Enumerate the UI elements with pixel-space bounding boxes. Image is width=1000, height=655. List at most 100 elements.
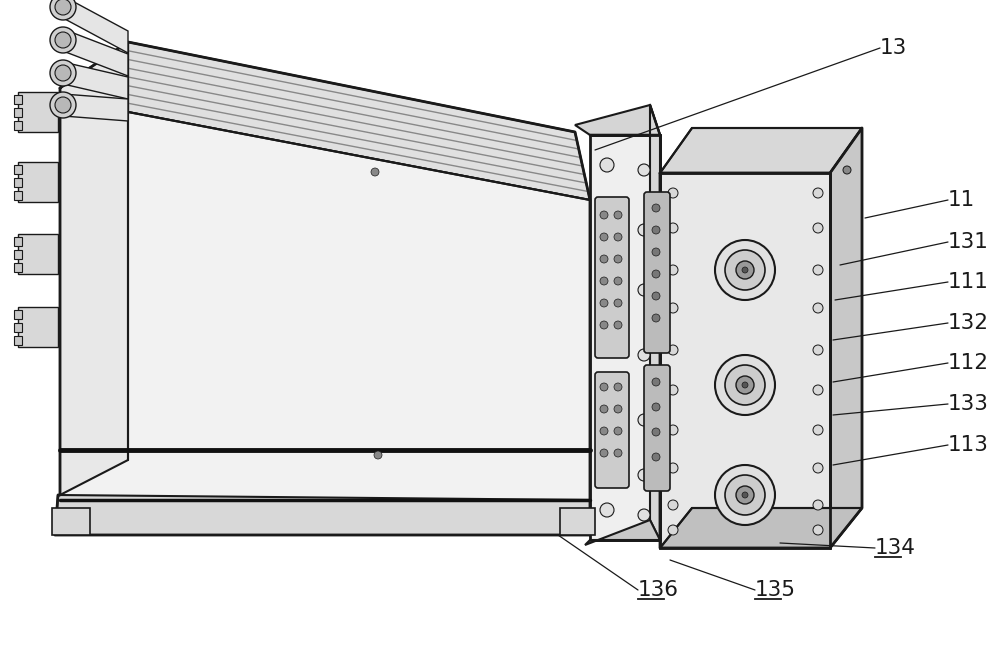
- Text: 11: 11: [948, 190, 975, 210]
- Polygon shape: [63, 29, 128, 76]
- Polygon shape: [590, 135, 660, 540]
- Circle shape: [668, 463, 678, 473]
- Polygon shape: [14, 165, 22, 174]
- Polygon shape: [14, 108, 22, 117]
- Circle shape: [600, 158, 614, 172]
- Circle shape: [600, 405, 608, 413]
- Polygon shape: [63, 94, 128, 121]
- Circle shape: [55, 0, 71, 15]
- Polygon shape: [18, 307, 58, 347]
- Polygon shape: [14, 263, 22, 272]
- Circle shape: [600, 278, 614, 292]
- Polygon shape: [650, 105, 660, 540]
- FancyBboxPatch shape: [595, 372, 629, 488]
- Text: 13: 13: [880, 38, 907, 58]
- Circle shape: [715, 465, 775, 525]
- Polygon shape: [18, 92, 58, 132]
- Circle shape: [614, 321, 622, 329]
- Circle shape: [813, 385, 823, 395]
- Circle shape: [614, 427, 622, 435]
- Polygon shape: [575, 105, 660, 135]
- Circle shape: [652, 226, 660, 234]
- FancyBboxPatch shape: [595, 197, 629, 358]
- Circle shape: [55, 65, 71, 81]
- Polygon shape: [60, 112, 590, 500]
- Circle shape: [600, 233, 608, 241]
- Polygon shape: [560, 508, 595, 535]
- Circle shape: [736, 376, 754, 394]
- Polygon shape: [14, 95, 22, 104]
- Circle shape: [614, 277, 622, 285]
- Circle shape: [638, 469, 650, 481]
- Polygon shape: [660, 173, 830, 548]
- Text: 112: 112: [948, 353, 989, 373]
- Circle shape: [668, 385, 678, 395]
- Circle shape: [600, 218, 614, 232]
- Circle shape: [614, 383, 622, 391]
- Polygon shape: [830, 128, 862, 548]
- Circle shape: [742, 267, 748, 273]
- Polygon shape: [63, 62, 128, 99]
- Circle shape: [813, 345, 823, 355]
- Circle shape: [614, 405, 622, 413]
- Circle shape: [614, 233, 622, 241]
- Circle shape: [652, 403, 660, 411]
- Circle shape: [614, 211, 622, 219]
- Circle shape: [742, 492, 748, 498]
- Circle shape: [600, 427, 608, 435]
- Text: 134: 134: [875, 538, 916, 558]
- Circle shape: [668, 303, 678, 313]
- Polygon shape: [14, 336, 22, 345]
- Circle shape: [600, 343, 614, 357]
- Polygon shape: [128, 42, 590, 200]
- Circle shape: [374, 451, 382, 459]
- Polygon shape: [660, 128, 862, 173]
- Circle shape: [813, 265, 823, 275]
- Circle shape: [813, 223, 823, 233]
- Circle shape: [614, 449, 622, 457]
- Polygon shape: [60, 42, 128, 495]
- Circle shape: [652, 270, 660, 278]
- Circle shape: [725, 250, 765, 290]
- Polygon shape: [14, 237, 22, 246]
- Circle shape: [600, 277, 608, 285]
- Circle shape: [600, 463, 614, 477]
- Circle shape: [843, 166, 851, 174]
- Circle shape: [813, 500, 823, 510]
- Polygon shape: [14, 191, 22, 200]
- Circle shape: [736, 261, 754, 279]
- Text: 133: 133: [948, 394, 989, 414]
- Circle shape: [742, 382, 748, 388]
- Circle shape: [736, 486, 754, 504]
- Polygon shape: [63, 0, 128, 53]
- Circle shape: [813, 463, 823, 473]
- Circle shape: [652, 378, 660, 386]
- Circle shape: [600, 408, 614, 422]
- Circle shape: [668, 525, 678, 535]
- Text: 111: 111: [948, 272, 989, 292]
- Circle shape: [652, 428, 660, 436]
- Circle shape: [55, 32, 71, 48]
- Circle shape: [50, 92, 76, 118]
- Polygon shape: [18, 234, 58, 274]
- Circle shape: [668, 500, 678, 510]
- FancyBboxPatch shape: [644, 365, 670, 491]
- Circle shape: [813, 425, 823, 435]
- Polygon shape: [14, 310, 22, 319]
- Circle shape: [50, 0, 76, 20]
- Circle shape: [725, 475, 765, 515]
- Circle shape: [371, 168, 379, 176]
- Circle shape: [600, 383, 608, 391]
- Circle shape: [638, 349, 650, 361]
- Circle shape: [652, 204, 660, 212]
- Circle shape: [614, 299, 622, 307]
- Polygon shape: [14, 121, 22, 130]
- Polygon shape: [52, 508, 90, 535]
- Circle shape: [725, 365, 765, 405]
- Text: 113: 113: [948, 435, 989, 455]
- Circle shape: [652, 292, 660, 300]
- Circle shape: [668, 188, 678, 198]
- Circle shape: [600, 299, 608, 307]
- Text: 132: 132: [948, 313, 989, 333]
- Circle shape: [55, 97, 71, 113]
